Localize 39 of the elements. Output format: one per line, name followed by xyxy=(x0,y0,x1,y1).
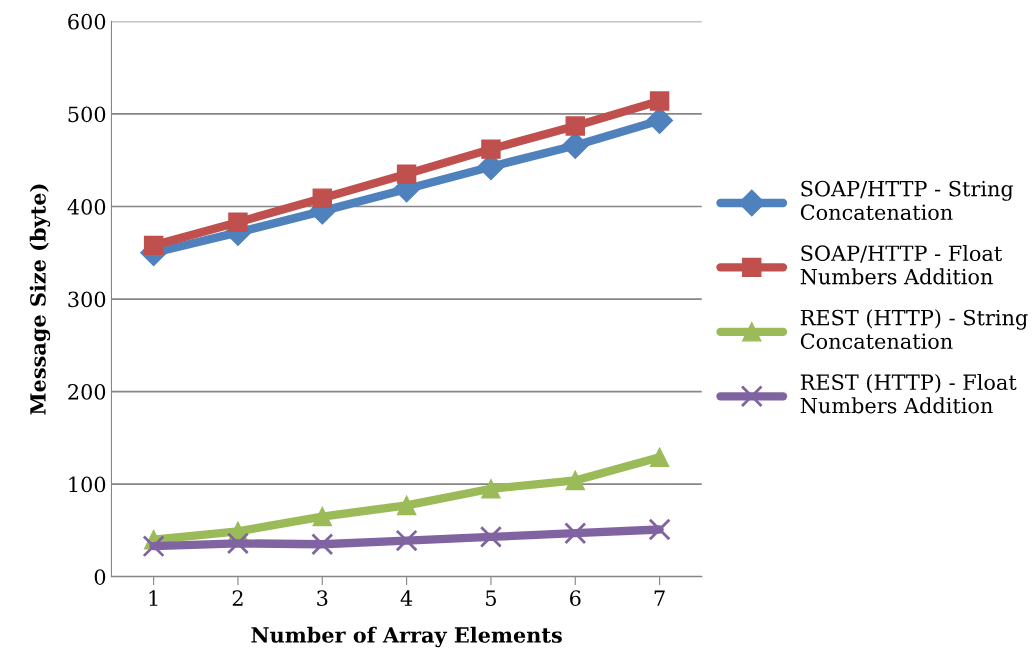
y-tick-label: 600 xyxy=(68,13,106,30)
legend-label: REST (HTTP) - Float Numbers Addition xyxy=(800,373,1017,414)
point xyxy=(143,235,164,256)
point xyxy=(481,479,501,499)
x-tick-label: 3 xyxy=(317,590,328,606)
point xyxy=(565,116,585,136)
point xyxy=(312,188,333,208)
y-tick-label: 100 xyxy=(69,476,106,493)
y-tick-label: 300 xyxy=(68,291,106,308)
x-tick-label: 4 xyxy=(400,590,413,606)
point xyxy=(312,506,333,527)
point xyxy=(481,139,501,159)
y-tick-label: 500 xyxy=(68,106,106,123)
x-tick-label: 5 xyxy=(486,590,496,606)
point xyxy=(396,164,417,184)
point xyxy=(649,447,670,468)
point xyxy=(564,522,587,545)
point xyxy=(311,533,334,556)
y-tick-label: 400 xyxy=(67,198,106,215)
legend-label: REST (HTTP) - String Concatenation xyxy=(800,309,1028,350)
point xyxy=(142,535,165,558)
legend-label: SOAP/HTTP - String Concatenation xyxy=(800,180,1014,221)
point xyxy=(479,525,503,548)
x-tick-label: 1 xyxy=(149,590,158,606)
y-axis-title: Message Size (byte) xyxy=(29,184,51,415)
point xyxy=(396,495,417,516)
x-axis-title: Number of Array Elements xyxy=(251,626,562,648)
legend-label: SOAP/HTTP - Float Numbers Addition xyxy=(800,244,1003,285)
point xyxy=(565,470,585,491)
x-tick-label: 7 xyxy=(654,590,665,606)
point xyxy=(395,529,418,552)
x-tick-label: 2 xyxy=(232,590,243,606)
point xyxy=(648,518,671,541)
y-tick-label: 0 xyxy=(94,569,106,585)
y-tick-label: 200 xyxy=(68,384,106,400)
point xyxy=(649,91,670,111)
point xyxy=(228,212,248,232)
point xyxy=(226,532,250,555)
x-tick-label: 6 xyxy=(570,590,581,606)
